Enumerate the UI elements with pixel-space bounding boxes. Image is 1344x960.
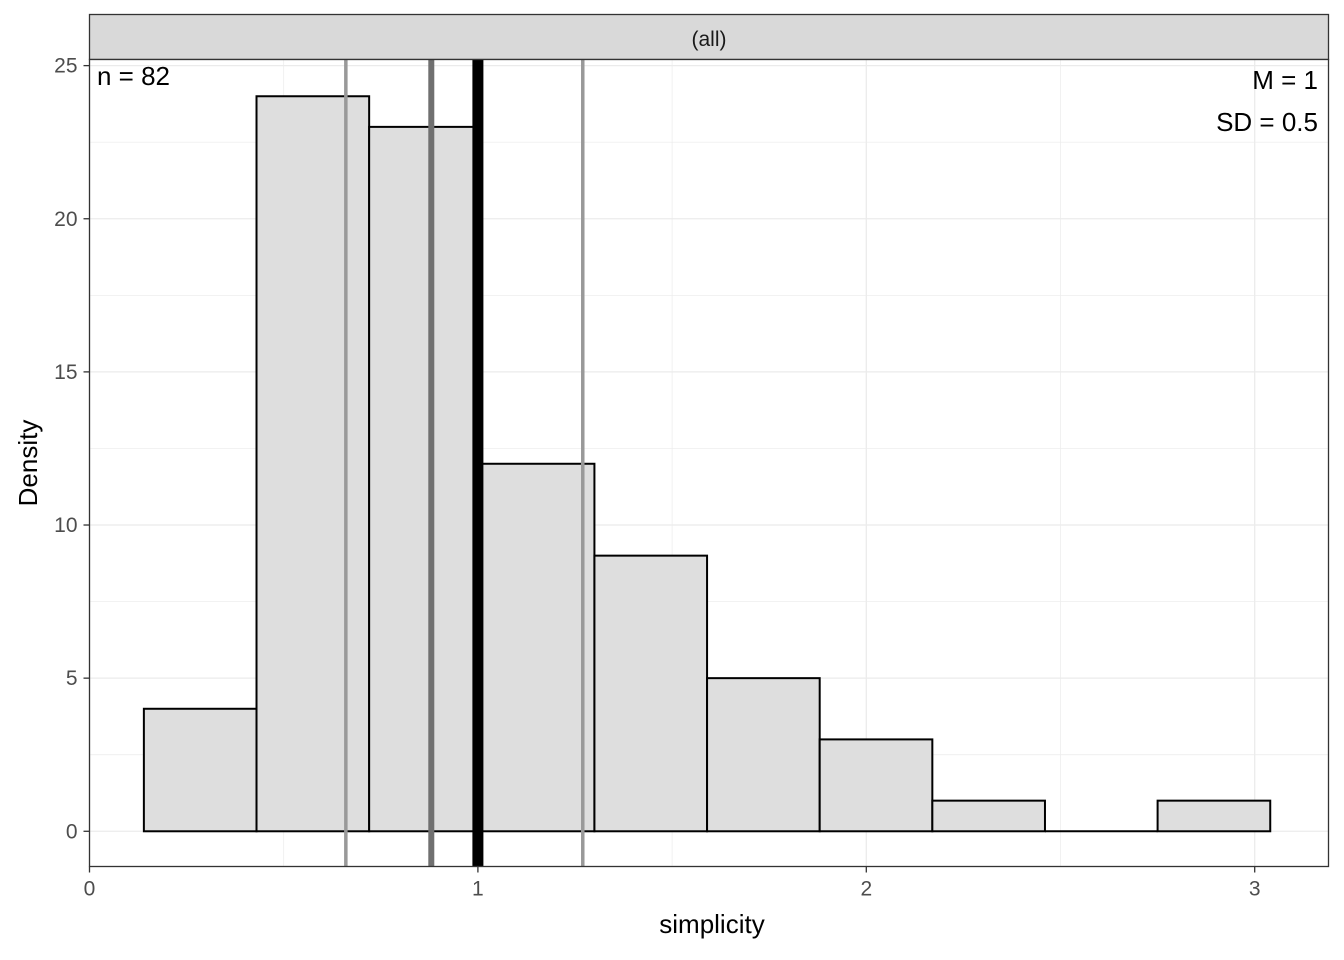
y-tick-label: 20 <box>54 208 77 231</box>
reference-lines <box>344 59 585 867</box>
axis-ticks: 0 5 10 15 20 25 0 1 2 3 <box>54 55 1260 901</box>
histogram-bar <box>818 738 934 833</box>
histogram-bar <box>480 462 596 833</box>
plot-panel-border <box>88 58 1330 868</box>
n-annotation: n = 82 <box>97 61 170 91</box>
histogram-bar <box>1156 799 1272 833</box>
histogram-bar <box>593 554 709 833</box>
x-tick-label: 0 <box>84 878 96 901</box>
x-tick-label: 1 <box>472 878 484 901</box>
x-tick-label: 2 <box>860 878 872 901</box>
x-tick-label: 3 <box>1249 878 1261 901</box>
histogram-bar <box>368 125 483 833</box>
y-tick-label: 25 <box>54 55 77 78</box>
histogram-bar <box>706 677 821 833</box>
mean-annotation: M = 1 <box>1252 65 1318 95</box>
y-axis-title: Density <box>13 420 43 507</box>
x-axis-title: simplicity <box>659 909 764 939</box>
histogram-bar <box>255 95 371 833</box>
y-tick-label: 15 <box>54 361 77 384</box>
histogram-bars <box>142 95 1272 833</box>
y-tick-label: 10 <box>54 514 77 537</box>
y-tick-label: 5 <box>66 667 78 690</box>
histogram-bar <box>931 799 1046 833</box>
facet-strip <box>88 13 1330 61</box>
sd-annotation: SD = 0.5 <box>1216 107 1318 137</box>
y-tick-label: 0 <box>66 820 78 843</box>
histogram-bar <box>142 707 258 833</box>
facet-strip-label: (all) <box>692 28 727 51</box>
